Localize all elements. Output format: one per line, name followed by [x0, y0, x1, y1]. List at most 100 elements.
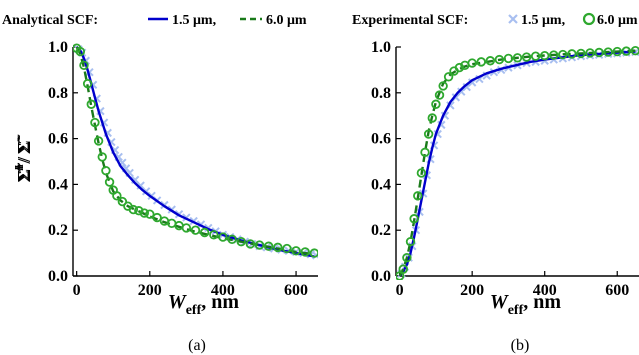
circle-marker-point [86, 99, 96, 109]
circle-marker-point [300, 247, 310, 257]
circle-marker-point [190, 225, 201, 235]
x-label-subscript: eff [186, 303, 202, 318]
y-tick-label: 0.6 [371, 131, 391, 148]
circle-marker-point [117, 196, 128, 207]
legend-title: Analytical SCF: [2, 13, 98, 28]
circle-marker-point [431, 99, 441, 109]
x-axis-label: Weff, nm [490, 291, 561, 318]
circle-marker-point [104, 177, 115, 187]
y-label-superscript: h [12, 164, 26, 171]
x-axis-label: Weff, nm [168, 291, 239, 318]
y-label-denominator: / Σ̃ [14, 136, 34, 164]
y-label-superscript: l [12, 165, 26, 169]
legend-entry-1-5um: 1.5 μm, [521, 13, 565, 28]
legend: Analytical SCF: 1.5 μm, 6.0 μm [2, 13, 307, 28]
circle-marker-point [282, 243, 292, 254]
circle-marker-point [467, 58, 477, 68]
y-tick-label: 1.0 [371, 39, 391, 56]
circle-marker-point [585, 48, 595, 58]
circle-marker-point [227, 234, 237, 245]
plot-area [73, 43, 318, 260]
circle-marker-point [567, 49, 577, 59]
circle-marker-point [97, 152, 107, 162]
legend-entry-1-5um: 1.5 μm, [172, 13, 216, 28]
circle-marker-point [503, 53, 514, 64]
x-label-w: W [168, 291, 187, 313]
circle-marker-point [82, 78, 93, 89]
x-marker-stroke [508, 14, 518, 24]
y-tick-label: 0.4 [371, 176, 391, 193]
circle-marker-point [416, 168, 427, 178]
circle-marker-point [621, 46, 632, 56]
circle-marker-point [93, 136, 104, 146]
panel-label: (a) [188, 337, 206, 354]
circle-marker-point [558, 49, 568, 60]
circle-marker-point [218, 232, 228, 242]
circle-marker-point [612, 46, 622, 57]
x-tick-label: 400 [211, 282, 235, 299]
x-marker-stroke [136, 181, 145, 190]
circle-marker-point [402, 252, 412, 263]
x-tick-label: 600 [605, 282, 629, 299]
circle-marker-point [112, 191, 122, 201]
x-tick-label: 200 [138, 282, 162, 299]
legend-entry-6-0um: 6.0 μm [266, 13, 307, 28]
y-tick-label: 0.0 [48, 268, 68, 285]
panel-label: (b) [511, 337, 530, 354]
circle-marker-point [540, 51, 550, 61]
circle-marker-point [454, 62, 465, 73]
circle-marker-point [494, 54, 505, 65]
x-tick-label: 0 [73, 282, 81, 299]
y-tick-label: 0.4 [48, 176, 68, 193]
circle-marker-point [423, 129, 434, 139]
circle-marker-point [254, 240, 265, 250]
x-tick-label: 600 [284, 282, 308, 299]
x-tick-label: 0 [396, 282, 404, 299]
circle-marker-point [396, 271, 405, 280]
circle-marker-point [438, 81, 448, 91]
y-tick-label: 0.0 [371, 268, 391, 285]
circle-marker-point [630, 45, 639, 56]
circle-marker-point [245, 239, 256, 249]
plot-area [396, 45, 639, 280]
circle-marker-point [291, 246, 301, 256]
circle-marker-point [181, 223, 192, 233]
circle-marker-point [263, 241, 274, 251]
series-line-1-5um [398, 50, 636, 277]
circle-marker-point [413, 191, 423, 201]
circle-marker-point [512, 53, 523, 63]
legend-title: Experimental SCF: [352, 13, 468, 28]
circle-marker-point [273, 242, 283, 253]
circle-marker-point [101, 165, 111, 176]
y-tick-label: 0.8 [371, 85, 391, 102]
circle-marker-point [443, 72, 454, 82]
x-marker-stroke [96, 106, 105, 116]
circle-marker-point [530, 51, 541, 61]
circle-marker-point [434, 90, 445, 100]
y-tick-label: 0.8 [48, 85, 68, 102]
x-label-w: W [490, 291, 509, 313]
circle-marker-point [128, 204, 139, 215]
x-label-unit: , nm [523, 291, 561, 313]
circle-marker-point [420, 147, 430, 158]
x-tick-label: 200 [460, 282, 484, 299]
y-label-denominator: / Σ̃ [14, 135, 34, 163]
y-tick-label: 0.2 [48, 222, 68, 239]
circle-marker-point [398, 264, 408, 274]
circle-marker-point [199, 227, 210, 238]
circle-marker-point [134, 206, 144, 216]
x-marker-stroke [141, 187, 151, 196]
circle-marker-point [427, 113, 437, 123]
circle-marker-point [603, 47, 613, 57]
legend-entry-6-0um: 6.0 μm [597, 13, 638, 28]
y-axis-label: Σ̃h/ Σ̃ [12, 135, 34, 183]
y-tick-label: 0.2 [371, 222, 391, 239]
circle-marker-point [145, 209, 155, 219]
y-tick-label: 1.0 [48, 39, 68, 56]
circle-marker-point [405, 236, 416, 247]
circle-marker-point [309, 248, 318, 258]
y-axis-label-text: Σ̃h/ Σ̃ [12, 135, 34, 183]
